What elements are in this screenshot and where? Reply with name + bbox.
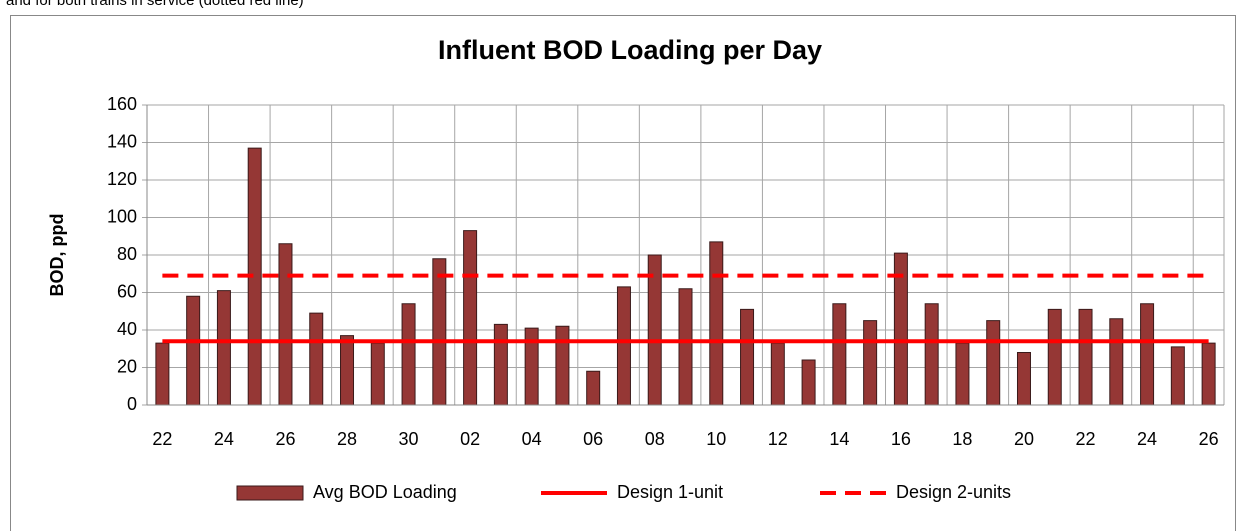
y-tick-label: 60 — [117, 281, 137, 301]
y-tick-label: 100 — [107, 206, 137, 226]
bar — [1201, 342, 1216, 406]
x-tick-label: 20 — [1014, 429, 1034, 449]
x-tick-label: 14 — [829, 429, 849, 449]
bar — [309, 312, 324, 406]
bar — [340, 335, 355, 406]
bar — [1170, 346, 1185, 406]
bar — [586, 370, 601, 406]
y-tick-label: 160 — [107, 94, 137, 114]
bar — [155, 342, 170, 406]
bar — [1140, 303, 1155, 406]
y-tick-label: 40 — [117, 319, 137, 339]
bar — [678, 288, 693, 406]
bar — [709, 241, 724, 406]
x-tick-label: 26 — [1199, 429, 1219, 449]
x-tick-label: 18 — [952, 429, 972, 449]
caption: and for both trains in service (dotted r… — [6, 0, 304, 9]
x-tick-label: 02 — [460, 429, 480, 449]
x-tick-label: 22 — [1076, 429, 1096, 449]
bar — [1078, 308, 1093, 406]
y-tick-label: 80 — [117, 244, 137, 264]
y-tick-label: 20 — [117, 356, 137, 376]
x-tick-label: 22 — [152, 429, 172, 449]
x-tick-label: 04 — [522, 429, 542, 449]
legend-label: Design 1-unit — [617, 482, 723, 502]
bar — [616, 286, 631, 406]
y-tick-label: 120 — [107, 169, 137, 189]
x-tick-label: 30 — [399, 429, 419, 449]
legend-label: Design 2-units — [896, 482, 1011, 502]
x-tick-label: 12 — [768, 429, 788, 449]
y-tick-label: 140 — [107, 131, 137, 151]
bar — [401, 303, 416, 406]
chart-frame — [10, 15, 1236, 531]
y-axis-label: BOD, ppd — [47, 214, 67, 297]
legend-label: Avg BOD Loading — [313, 482, 457, 502]
bar — [555, 325, 570, 406]
bar — [1109, 318, 1124, 406]
bar — [432, 258, 447, 406]
x-tick-label: 08 — [645, 429, 665, 449]
x-tick-label: 24 — [214, 429, 234, 449]
bar — [863, 320, 878, 406]
bar — [832, 303, 847, 406]
x-tick-label: 10 — [706, 429, 726, 449]
x-tick-label: 16 — [891, 429, 911, 449]
bar — [801, 359, 816, 406]
bar — [770, 342, 785, 406]
x-tick-label: 06 — [583, 429, 603, 449]
chart-title: Influent BOD Loading per Day — [438, 35, 822, 65]
bar — [740, 308, 755, 406]
bar — [986, 320, 1001, 406]
bar — [370, 342, 385, 406]
legend-swatch — [236, 485, 304, 501]
x-tick-label: 24 — [1137, 429, 1157, 449]
bar — [924, 303, 939, 406]
bar — [493, 323, 508, 406]
y-tick-label: 0 — [127, 394, 137, 414]
bar — [1016, 352, 1031, 406]
bar — [216, 290, 231, 406]
bar — [278, 243, 293, 406]
bar — [1047, 308, 1062, 406]
x-tick-label: 26 — [275, 429, 295, 449]
x-tick-label: 28 — [337, 429, 357, 449]
bar — [186, 295, 201, 406]
bar — [955, 342, 970, 406]
bar — [463, 230, 478, 406]
